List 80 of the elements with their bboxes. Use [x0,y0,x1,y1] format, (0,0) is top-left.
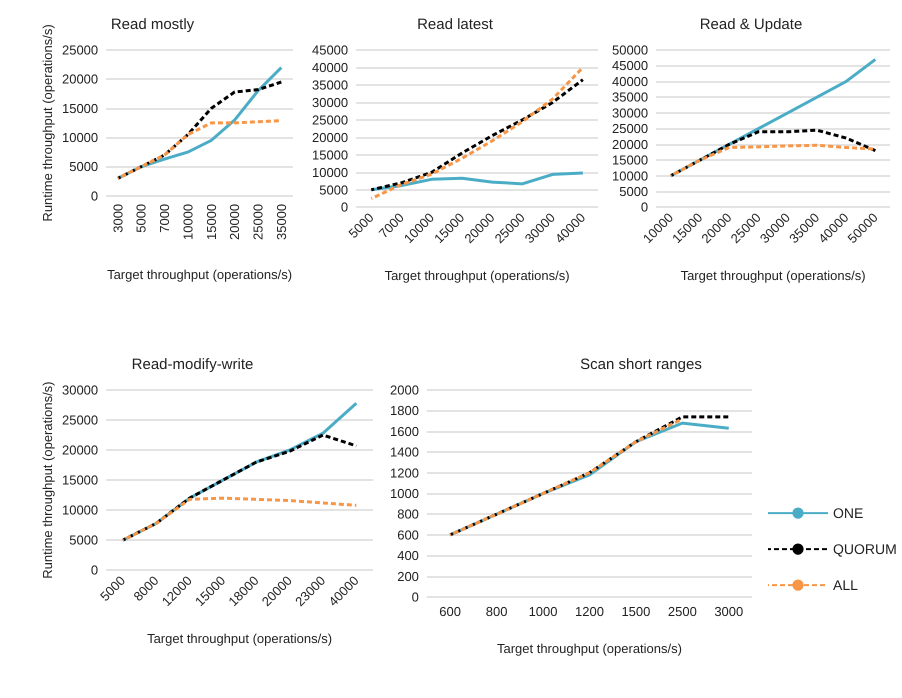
x-tick-label: 5000 [134,204,149,233]
x-tick-label: 25000 [250,204,266,240]
x-axis-title: Target throughput (operations/s) [680,268,866,284]
y-tick-label: 25000 [612,121,648,136]
line-series [121,434,358,542]
y-tick-label: 20000 [62,72,98,87]
y-tick-label: 10000 [612,168,648,184]
x-tick-label: 7000 [157,204,172,233]
chart-title: Read mostly [110,16,195,33]
x-tick-label: 2500 [668,604,697,619]
y-tick-label: 30000 [62,382,98,398]
x-axis-title: Target throughput (operations/s) [107,266,292,282]
y-tick-label: 0 [640,200,648,215]
y-tick-label: 50000 [612,42,648,58]
y-tick-label: 15000 [62,472,98,488]
y-tick-label: 45000 [312,42,348,58]
y-tick-label: 25000 [62,412,98,428]
y-tick-label: 1400 [390,444,419,460]
y-tick-label: 0 [90,188,98,204]
y-tick-label: 0 [340,200,348,215]
y-tick-label: 10000 [62,130,98,146]
y-tick-label: 1000 [390,486,419,501]
y-tick-label: 5000 [319,182,348,198]
x-axis-title: Target throughput (operations/s) [147,631,332,646]
line-series [121,496,358,542]
y-tick-label: 10000 [312,164,348,180]
x-tick-label: 15000 [204,204,219,240]
y-tick-label: 40000 [612,74,648,89]
y-tick-label: 20000 [312,130,348,145]
chart-title: Read-modify-write [132,356,254,373]
chart-title: Read latest [417,16,494,33]
y-tick-label: 1600 [390,424,419,439]
chart-title: Read & Update [700,16,802,33]
y-axis-title: Runtime throughput (operations/s) [40,381,56,579]
x-tick-label: 1000 [528,604,558,619]
y-tick-label: 5000 [69,159,98,174]
x-axis-title: Target throughput (operations/s) [496,641,682,656]
y-tick-label: 15000 [62,100,98,116]
y-tick-label: 45000 [612,58,648,74]
y-tick-label: 400 [397,548,419,564]
legend-label: ONE [833,505,864,522]
x-tick-label: 3000 [110,204,126,233]
y-tick-label: 35000 [312,77,348,92]
y-tick-label: 0 [90,562,98,578]
y-tick-label: 25000 [312,112,348,128]
y-tick-label: 800 [397,506,419,522]
x-tick-label: 35000 [274,204,289,240]
y-tick-label: 0 [412,590,419,604]
y-tick-label: 20000 [612,136,648,152]
y-tick-label: 10000 [62,502,98,518]
y-tick-label: 25000 [62,42,98,58]
y-tick-label: 1200 [390,465,419,480]
chart-title: Scan short ranges [580,356,702,373]
y-tick-label: 15000 [312,147,348,162]
x-tick-label: 800 [486,604,508,619]
x-tick-label: 10000 [180,204,196,240]
y-tick-label: 600 [397,527,419,542]
line-series [370,66,584,200]
legend-label: QUORUM [833,541,897,558]
x-tick-label: 1200 [575,604,604,619]
y-tick-label: 1800 [390,403,419,418]
x-tick-label: 1500 [621,604,650,619]
x-tick-label: 600 [439,604,461,619]
line-series [669,128,877,178]
y-tick-label: 35000 [612,90,648,105]
y-tick-label: 20000 [62,442,98,458]
legend-label: ALL [833,577,858,594]
x-axis-title: Target throughput (operations/s) [384,268,570,284]
line-series [370,78,584,192]
y-tick-label: 200 [397,568,419,584]
y-tick-label: 2000 [390,382,419,398]
y-tick-label: 30000 [612,105,648,120]
y-tick-label: 30000 [312,94,348,110]
y-axis-title: Runtime throughput (operations/s) [40,24,56,222]
y-tick-label: 15000 [612,152,648,168]
y-tick-label: 5000 [69,532,98,548]
y-tick-label: 5000 [619,184,648,200]
x-tick-label: 20000 [227,204,242,240]
y-tick-label: 40000 [312,60,348,75]
x-tick-label: 3000 [714,604,744,619]
